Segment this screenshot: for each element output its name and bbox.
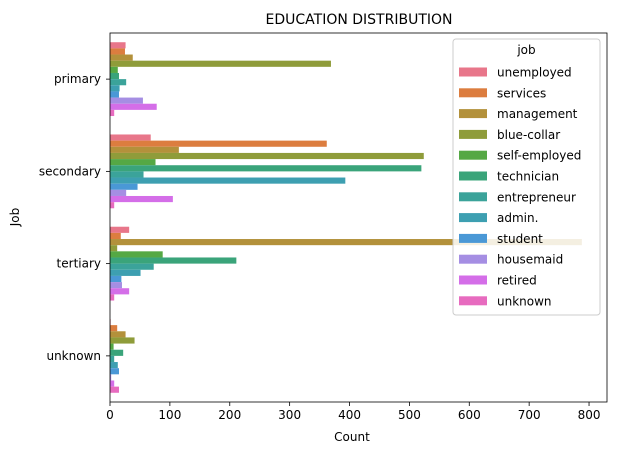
bar-primary-unemployed: [110, 42, 126, 49]
legend-swatch-housemaid: [459, 254, 487, 264]
bar-tertiary-self-employed: [110, 251, 163, 258]
x-tick-label-0: 0: [106, 408, 114, 422]
bar-unknown-services: [110, 325, 118, 332]
bar-primary-retired: [110, 103, 157, 110]
bar-tertiary-unemployed: [110, 226, 130, 233]
x-tick-label-700: 700: [518, 408, 541, 422]
bar-unknown-entrepreneur: [110, 355, 115, 363]
bar-secondary-unemployed: [110, 134, 151, 141]
bar-tertiary-blue-collar: [110, 245, 118, 252]
y-tick-label-secondary: secondary: [39, 164, 101, 178]
legend-swatch-unknown: [459, 296, 487, 306]
y-axis-label: Job: [8, 208, 22, 228]
legend-label-unemployed: unemployed: [497, 66, 572, 80]
legend-swatch-student: [459, 233, 487, 243]
legend-swatch-technician: [459, 171, 487, 181]
bar-primary-student: [110, 91, 119, 98]
bar-secondary-housemaid: [110, 189, 127, 196]
bar-secondary-student: [110, 183, 138, 190]
legend-swatch-entrepreneur: [459, 192, 487, 202]
bar-unknown-admin.: [110, 362, 118, 369]
bar-unknown-management: [110, 331, 126, 338]
bar-tertiary-management: [110, 239, 582, 246]
y-tick-label-tertiary: tertiary: [57, 257, 101, 271]
y-tick-label-unknown: unknown: [46, 349, 101, 363]
legend-label-housemaid: housemaid: [497, 253, 563, 267]
legend-swatch-services: [459, 88, 487, 98]
bar-unknown-technician: [110, 349, 124, 356]
x-axis-label: Count: [334, 430, 370, 444]
legend-title: job: [516, 43, 535, 57]
legend-label-management: management: [497, 107, 578, 121]
bar-secondary-self-employed: [110, 159, 156, 166]
bar-unknown-student: [110, 368, 119, 375]
legend-label-blue-collar: blue-collar: [497, 128, 560, 142]
x-tick-label-100: 100: [158, 408, 181, 422]
bar-tertiary-unknown: [110, 294, 115, 301]
legend-swatch-blue-collar: [459, 129, 487, 139]
bar-primary-technician: [110, 72, 119, 80]
bar-primary-blue-collar: [110, 60, 331, 67]
bar-primary-self-employed: [110, 66, 118, 73]
bar-secondary-management: [110, 146, 179, 153]
bar-secondary-entrepreneur: [110, 171, 144, 178]
bar-primary-services: [110, 48, 125, 55]
legend-label-student: student: [497, 232, 543, 246]
bar-secondary-services: [110, 140, 327, 147]
axes-group: 0 100 200 300 400 500 600 700 800 primary secondar…: [39, 32, 608, 422]
legend-label-unknown: unknown: [497, 294, 552, 308]
bar-primary-management: [110, 54, 133, 61]
x-tick-label-800: 800: [578, 408, 601, 422]
legend-label-entrepreneur: entrepreneur: [497, 190, 576, 204]
bar-tertiary-entrepreneur: [110, 263, 154, 270]
legend-swatch-admin.: [459, 213, 487, 223]
bar-primary-unknown: [110, 109, 115, 117]
bar-unknown-unknown: [110, 386, 119, 393]
legend-swatch-management: [459, 109, 487, 119]
bar-unknown-blue-collar: [110, 337, 135, 344]
legend-box: [452, 38, 601, 316]
bar-primary-admin.: [110, 85, 120, 92]
bar-tertiary-technician: [110, 257, 237, 264]
bar-primary-entrepreneur: [110, 79, 127, 86]
bar-primary-housemaid: [110, 97, 143, 104]
legend-label-technician: technician: [497, 170, 559, 184]
chart-title: EDUCATION DISTRIBUTION: [266, 12, 453, 28]
x-tick-label-400: 400: [338, 408, 361, 422]
bar-secondary-unknown: [110, 202, 115, 209]
legend-swatch-self-employed: [459, 150, 487, 160]
plot-frame: [109, 32, 608, 403]
bar-secondary-admin.: [110, 177, 346, 184]
x-tick-label-600: 600: [458, 408, 481, 422]
bar-tertiary-admin.: [110, 269, 141, 276]
bar-secondary-blue-collar: [110, 152, 424, 160]
legend-swatch-unemployed: [459, 67, 487, 77]
bar-secondary-technician: [110, 165, 422, 172]
legend-label-services: services: [497, 86, 546, 100]
legend-label-admin.: admin.: [497, 211, 538, 225]
bar-tertiary-housemaid: [110, 282, 122, 289]
bar-tertiary-services: [110, 232, 121, 240]
x-tick-label-200: 200: [218, 408, 241, 422]
legend-label-self-employed: self-employed: [497, 149, 581, 163]
bar-unknown-retired: [110, 380, 115, 387]
bar-tertiary-retired: [110, 288, 130, 295]
bars-group: [110, 42, 582, 393]
bar-unknown-self-employed: [110, 343, 114, 350]
bar-tertiary-student: [110, 275, 122, 283]
legend-label-retired: retired: [497, 274, 537, 288]
y-tick-label-primary: primary: [54, 72, 101, 86]
legend-swatch-retired: [459, 275, 487, 285]
x-tick-label-500: 500: [398, 408, 421, 422]
bar-unknown-housemaid: [110, 374, 112, 381]
bar-secondary-retired: [110, 195, 173, 203]
legend: job unemployed services management blue-coll…: [452, 38, 601, 316]
x-tick-label-300: 300: [278, 408, 301, 422]
